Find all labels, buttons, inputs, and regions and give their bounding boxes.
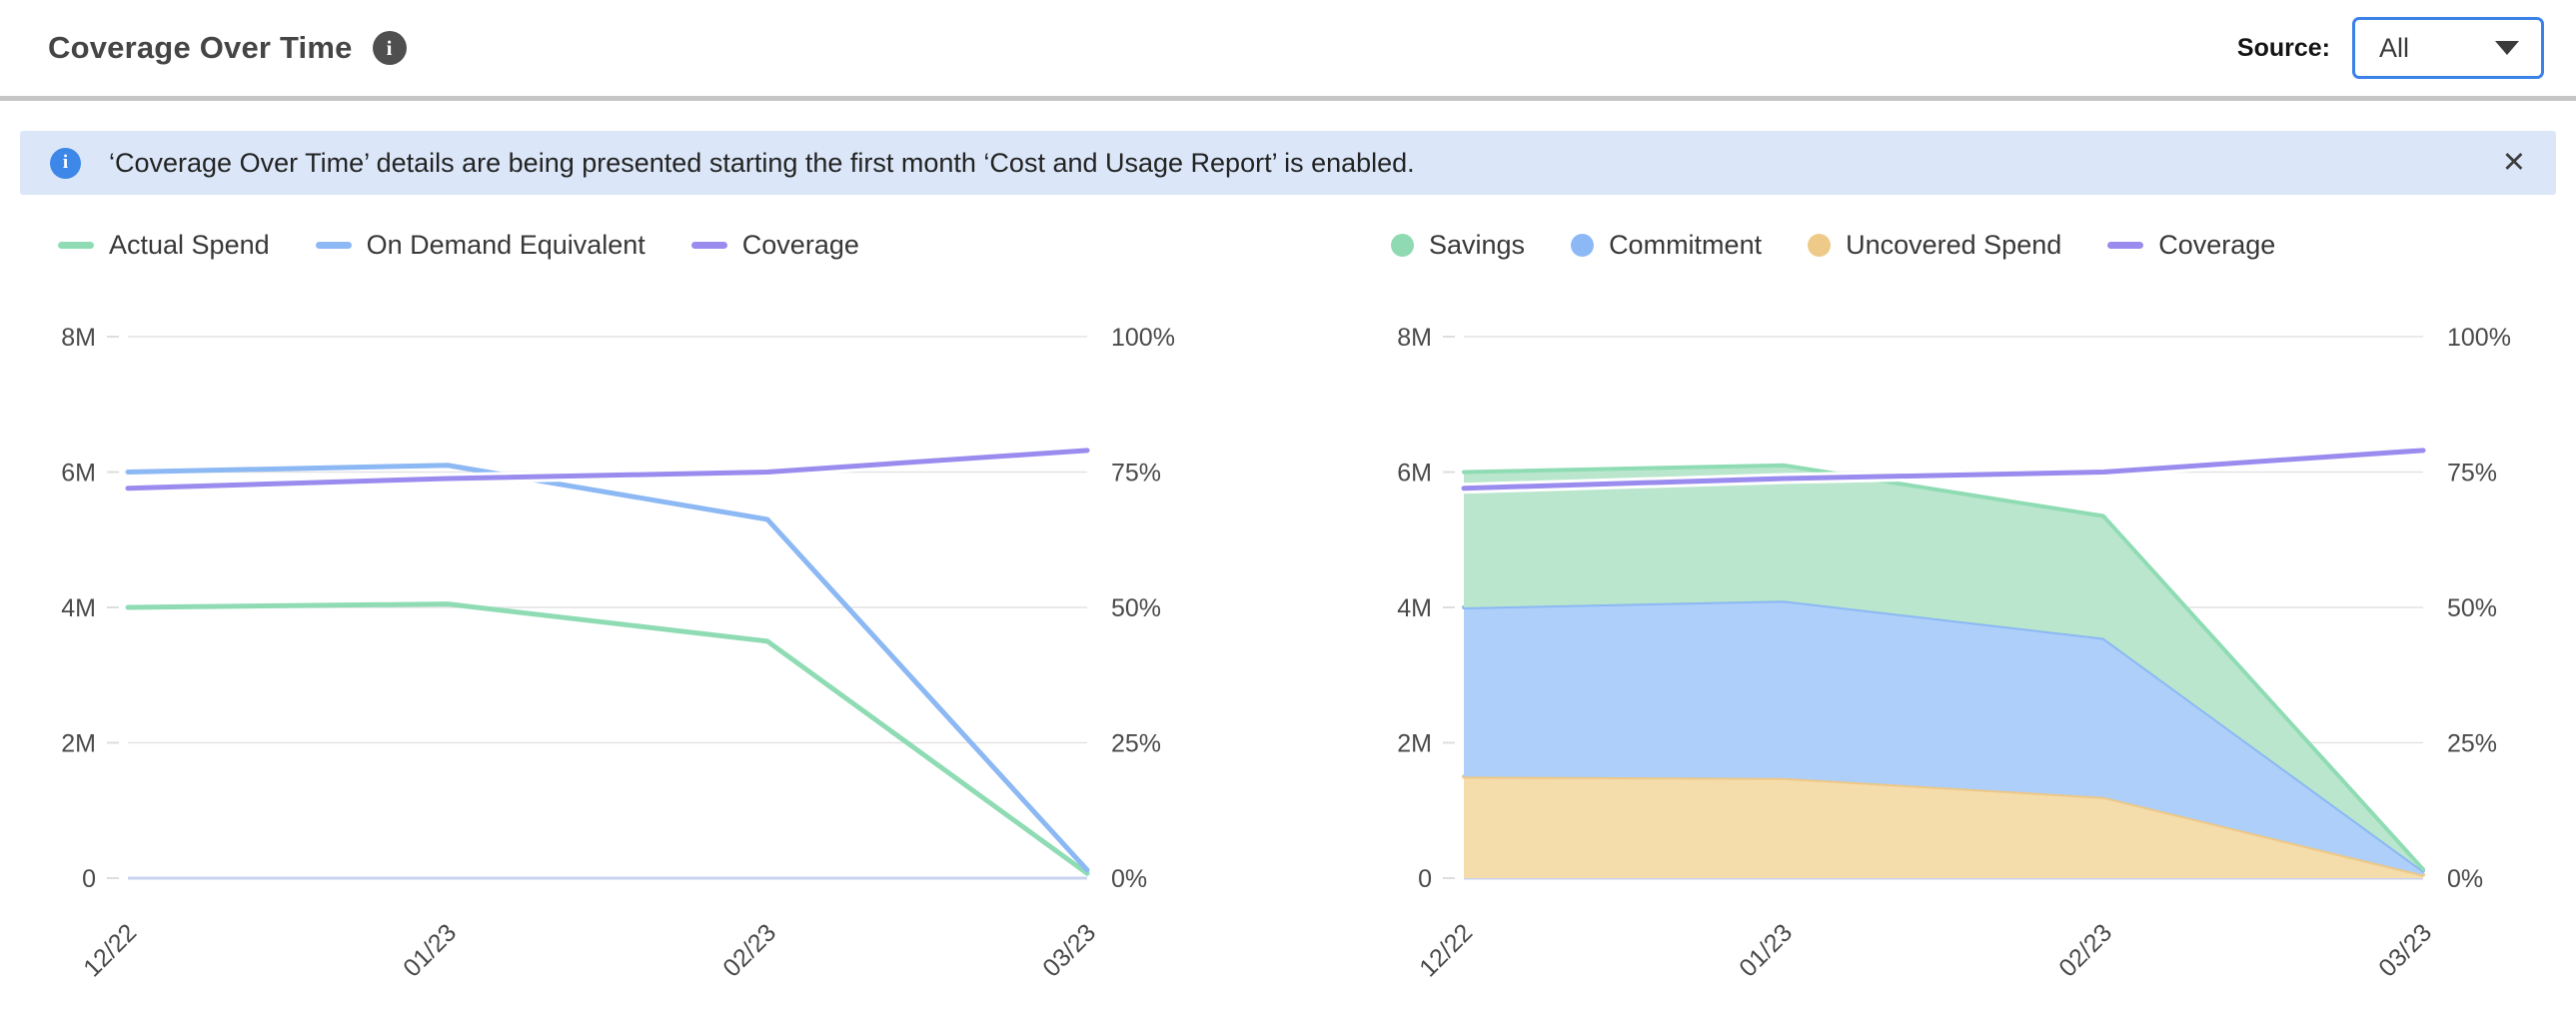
series-actual-spend-line (125, 601, 1090, 876)
info-glyph: i (386, 35, 393, 60)
y-left-tick-label: 6M (61, 460, 96, 488)
legend-item-commitment[interactable]: Commitment (1571, 230, 1762, 261)
x-tick-label: 03/23 (2373, 918, 2437, 982)
page-title: Coverage Over Time (48, 30, 353, 65)
y-right-tick-label: 0% (2447, 865, 2483, 893)
y-right-tick-label: 100% (2447, 324, 2511, 352)
stacked-chart-legend: Savings Commitment Uncovered Spend Coverage (1391, 223, 2576, 267)
x-tick-label: 01/23 (398, 918, 462, 982)
legend-label: Coverage (741, 229, 859, 260)
on-demand-equivalent-swatch (315, 241, 352, 249)
series-on-demand-equivalent-line (125, 463, 1090, 873)
banner-info-icon: i (50, 147, 81, 179)
y-right-tick-label: 100% (1111, 324, 1175, 352)
header-divider (0, 96, 2576, 101)
savings-stacked-area-chart: 8M 100% 6M 75% 4M 50% 2M 25% 0 0% 12/22 01/23 02/23 0… (1397, 324, 2511, 982)
legend-item-on-demand-equivalent[interactable]: On Demand Equivalent (315, 229, 645, 261)
legend-label: On Demand Equivalent (366, 229, 645, 260)
area-uncovered-spend (1464, 776, 2423, 878)
y-right-tick-label: 0% (1111, 865, 1147, 893)
legend-item-uncovered-spend[interactable]: Uncovered Spend (1808, 230, 2061, 261)
y-left-tick-label: 6M (1397, 460, 1432, 488)
x-tick-label: 12/22 (78, 918, 142, 982)
title-info-icon[interactable]: i (372, 31, 407, 65)
legend-label: Uncovered Spend (1846, 229, 2062, 260)
source-dropdown[interactable]: All (2352, 17, 2544, 79)
legend-label: Commitment (1609, 229, 1763, 260)
y-right-tick-label: 75% (2447, 460, 2497, 488)
series-coverage-line (1461, 448, 2426, 492)
legend-label: Actual Spend (109, 229, 270, 260)
close-icon[interactable]: ✕ (2501, 146, 2526, 179)
y-left-tick-label: 0 (1418, 865, 1432, 893)
charts-row: Actual Spend On Demand Equivalent Coverage… (0, 223, 2576, 1006)
spend-vs-coverage-line-chart: 8M 100% 6M 75% 4M 50% 2M 25% 0 0% 12/22 01/23 02/23 0… (61, 324, 1175, 982)
savings-swatch (1391, 233, 1414, 257)
y-right-tick-label: 50% (2447, 594, 2497, 622)
y-left-tick-label: 0 (82, 865, 96, 893)
x-tick-label: 02/23 (2053, 918, 2117, 982)
area-commitment (1464, 600, 2423, 875)
x-tick-label: 12/22 (1414, 918, 1478, 982)
series-coverage-line (125, 448, 1090, 492)
area-savings (1464, 465, 2423, 871)
legend-item-coverage[interactable]: Coverage (2107, 230, 2275, 261)
legend-item-savings[interactable]: Savings (1391, 230, 1525, 261)
source-dropdown-value: All (2379, 32, 2410, 63)
legend-label: Savings (1429, 229, 1526, 260)
header-bar: Coverage Over Time i Source: All (0, 0, 2576, 96)
legend-label: Coverage (2158, 229, 2276, 260)
x-tick-label: 02/23 (717, 918, 781, 982)
y-left-tick-label: 2M (1397, 730, 1432, 758)
y-left-tick-label: 8M (61, 324, 96, 352)
legend-item-coverage[interactable]: Coverage (690, 229, 859, 261)
line-chart-legend: Actual Spend On Demand Equivalent Coverage (58, 223, 1288, 267)
y-right-tick-label: 25% (2447, 730, 2497, 758)
savings-area-chart-panel: Savings Commitment Uncovered Spend Coverage… (1288, 223, 2576, 1006)
y-left-tick-label: 4M (61, 594, 96, 622)
spend-line-chart-panel: Actual Spend On Demand Equivalent Coverage… (0, 223, 1288, 1006)
uncovered-spend-swatch (1808, 233, 1832, 257)
info-glyph: i (62, 152, 69, 173)
x-tick-label: 01/23 (1734, 918, 1798, 982)
chevron-down-icon (2495, 41, 2519, 55)
legend-item-actual-spend[interactable]: Actual Spend (58, 230, 270, 261)
info-banner: i ‘Coverage Over Time’ details are being… (20, 131, 2556, 195)
y-right-tick-label: 75% (1111, 460, 1161, 488)
commitment-swatch (1571, 233, 1595, 257)
y-right-tick-label: 25% (1111, 730, 1161, 758)
x-tick-label: 03/23 (1037, 918, 1101, 982)
area-savings-edge (1462, 463, 2425, 872)
coverage-swatch (690, 241, 727, 249)
source-label: Source: (2236, 33, 2330, 62)
y-right-tick-label: 50% (1111, 594, 1161, 622)
actual-spend-swatch (58, 241, 94, 249)
banner-text: ‘Coverage Over Time’ details are being p… (109, 147, 1415, 178)
coverage-swatch (2107, 241, 2144, 249)
y-left-tick-label: 4M (1397, 594, 1432, 622)
y-left-tick-label: 8M (1397, 324, 1432, 352)
y-left-tick-label: 2M (61, 730, 96, 758)
